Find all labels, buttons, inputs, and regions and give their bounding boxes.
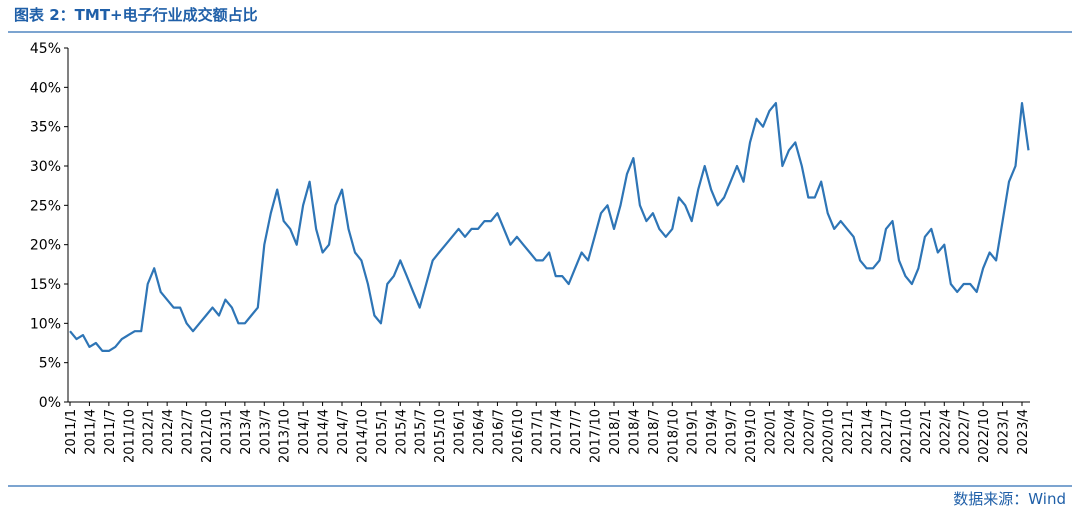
x-tick-label: 2017/4 [550, 409, 565, 455]
x-tick-label: 2013/4 [239, 409, 254, 455]
y-tick-label: 0% [39, 395, 61, 411]
x-tick-label: 2020/10 [822, 409, 837, 463]
x-tick-label: 2017/10 [589, 409, 604, 463]
x-tick-label: 2012/10 [200, 409, 215, 463]
line-series [69, 102, 1030, 352]
x-tick-label: 2019/10 [744, 409, 759, 463]
y-tick-label: 15% [30, 277, 61, 293]
x-tick-label: 2018/10 [666, 409, 681, 463]
x-tick-label: 2016/10 [511, 409, 526, 463]
x-tick-label: 2023/1 [997, 409, 1012, 455]
x-tick-label: 2014/7 [336, 409, 351, 455]
x-tick-label: 2013/10 [278, 409, 293, 463]
y-tick-label: 35% [30, 120, 61, 136]
x-tick-label: 2017/1 [530, 409, 545, 455]
x-tick-label: 2019/4 [705, 409, 720, 455]
x-tick-label: 2016/4 [472, 409, 487, 455]
x-tick-label: 2011/7 [103, 409, 118, 455]
x-tick-label: 2015/1 [375, 409, 390, 455]
x-tick-label: 2015/4 [394, 409, 409, 455]
y-tick-label: 20% [30, 238, 61, 254]
x-tick-label: 2015/7 [414, 409, 429, 455]
x-tick-label: 2018/1 [608, 409, 623, 455]
x-tick-label: 2020/7 [802, 409, 817, 455]
x-tick-label: 2012/7 [181, 409, 196, 455]
y-tick-label: 5% [39, 356, 61, 372]
x-tick-label: 2018/7 [647, 409, 662, 455]
x-tick-label: 2011/10 [122, 409, 137, 463]
x-tick-label: 2021/1 [841, 409, 856, 455]
x-tick-label: 2014/1 [297, 409, 312, 455]
x-tick-label: 2013/1 [219, 409, 234, 455]
x-tick-label: 2014/10 [355, 409, 370, 463]
source: 数据来源：Wind [953, 490, 1066, 508]
x-tick-label: 2022/4 [938, 409, 953, 455]
chart-title: 图表 2：TMT+电子行业成交额占比 [14, 6, 258, 24]
x-tick-label: 2021/10 [899, 409, 914, 463]
x-tick-label: 2014/4 [317, 409, 332, 455]
x-tick-label: 2022/1 [919, 409, 934, 455]
x-tick-label: 2018/4 [627, 409, 642, 455]
x-tick-label: 2019/1 [686, 409, 701, 455]
x-tick-label: 2012/4 [161, 409, 176, 455]
y-tick-label: 40% [30, 80, 61, 96]
x-tick-label: 2016/1 [453, 409, 468, 455]
x-tick-label: 2022/7 [958, 409, 973, 455]
x-tick-label: 2023/4 [1016, 409, 1031, 455]
x-tick-label: 2020/4 [783, 409, 798, 455]
x-tick-label: 2021/7 [880, 409, 895, 455]
x-tick-label: 2012/1 [142, 409, 157, 455]
x-tick-label: 2022/10 [977, 409, 992, 463]
x-tick-label: 2011/1 [64, 409, 79, 455]
y-tick-label: 45% [30, 41, 61, 57]
x-tick-label: 2017/7 [569, 409, 584, 455]
x-tick-label: 2019/7 [725, 409, 740, 455]
x-tick-label: 2013/7 [258, 409, 273, 455]
x-tick-label: 2020/1 [763, 409, 778, 455]
x-tick-label: 2011/4 [83, 409, 98, 455]
x-tick-label: 2021/4 [861, 409, 876, 455]
y-tick-label: 30% [30, 159, 61, 175]
y-tick-label: 10% [30, 316, 61, 332]
x-tick-label: 2015/10 [433, 409, 448, 463]
y-tick-label: 25% [30, 198, 61, 214]
x-tick-label: 2016/7 [491, 409, 506, 455]
